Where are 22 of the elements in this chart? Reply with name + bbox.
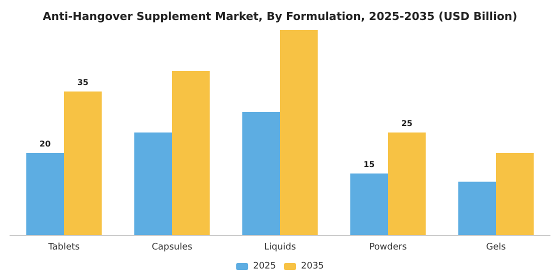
x-tick-label: Gels bbox=[486, 242, 506, 252]
x-tick-label: Tablets bbox=[47, 242, 80, 252]
data-label: 35 bbox=[77, 78, 89, 87]
bar bbox=[458, 182, 496, 235]
bar bbox=[64, 92, 102, 235]
bar bbox=[26, 153, 64, 235]
bar bbox=[242, 112, 280, 235]
bar bbox=[388, 132, 426, 235]
chart-title: Anti-Hangover Supplement Market, By Formulation, 2025-2035 (USD Billion) bbox=[42, 10, 518, 23]
x-tick-label: Powders bbox=[369, 242, 408, 252]
bar bbox=[350, 174, 388, 235]
legend-label: 2025 bbox=[253, 262, 276, 272]
bar bbox=[172, 71, 210, 235]
bar bbox=[280, 30, 318, 235]
x-tick-label: Capsules bbox=[152, 242, 193, 252]
data-label: 15 bbox=[364, 160, 376, 169]
bar bbox=[134, 132, 172, 235]
data-label: 20 bbox=[40, 140, 52, 148]
x-tick-label: Liquids bbox=[264, 242, 296, 252]
legend-label: 2035 bbox=[301, 262, 324, 272]
data-label: 25 bbox=[401, 119, 413, 128]
bar bbox=[496, 153, 534, 235]
